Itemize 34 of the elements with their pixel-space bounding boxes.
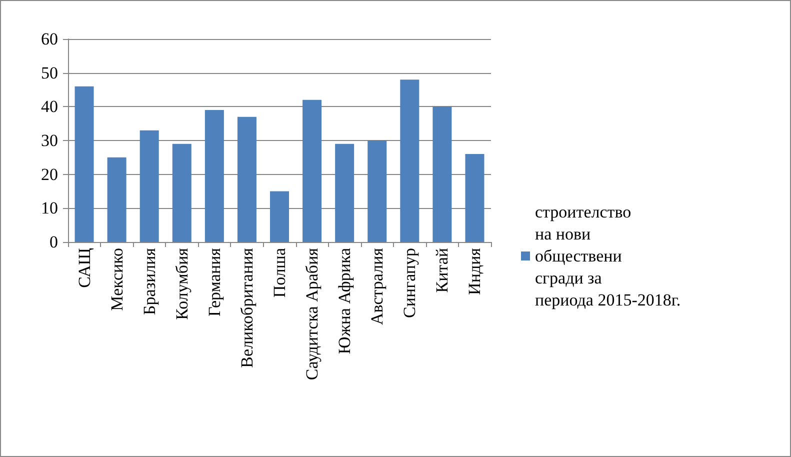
bar (140, 130, 159, 242)
y-tick-label: 40 (41, 97, 58, 116)
legend-label: строителство на нови обществени сгради за периода 2015-2018г. (535, 202, 681, 310)
bar (270, 191, 289, 242)
x-tick-label: Колумбия (172, 248, 192, 320)
x-tick-label: Китай (432, 248, 452, 293)
y-tick-label: 0 (50, 232, 58, 252)
x-tick-label: Германия (204, 248, 224, 317)
bar (302, 100, 322, 242)
x-tick-label: Индия (465, 248, 484, 295)
y-tick-label: 50 (41, 63, 58, 82)
bar (74, 86, 94, 242)
x-tick-label: Саудитска Арабия (302, 248, 322, 380)
x-tick-label: Сингапур (400, 248, 420, 318)
y-tick-label: 30 (41, 131, 58, 150)
bar (368, 140, 387, 242)
x-tick-label: Мексико (107, 248, 126, 311)
y-tick-label: 60 (41, 30, 58, 48)
bar (237, 116, 256, 242)
bar (465, 154, 484, 242)
y-tick-label: 20 (41, 164, 58, 184)
x-tick-label: Великобритания (237, 248, 256, 368)
y-tick-label: 10 (41, 198, 58, 218)
bar (335, 144, 354, 242)
x-tick-label: Южна Африка (335, 248, 354, 354)
x-tick-label: Бразилия (140, 248, 159, 316)
bar (400, 80, 420, 242)
bar (432, 106, 452, 242)
bar (172, 144, 192, 242)
x-tick-label: САЩ (74, 248, 94, 288)
x-tick-label: Полша (270, 248, 289, 298)
x-tick-label: Австралия (368, 248, 387, 325)
bar (204, 110, 224, 242)
bar (107, 157, 126, 242)
